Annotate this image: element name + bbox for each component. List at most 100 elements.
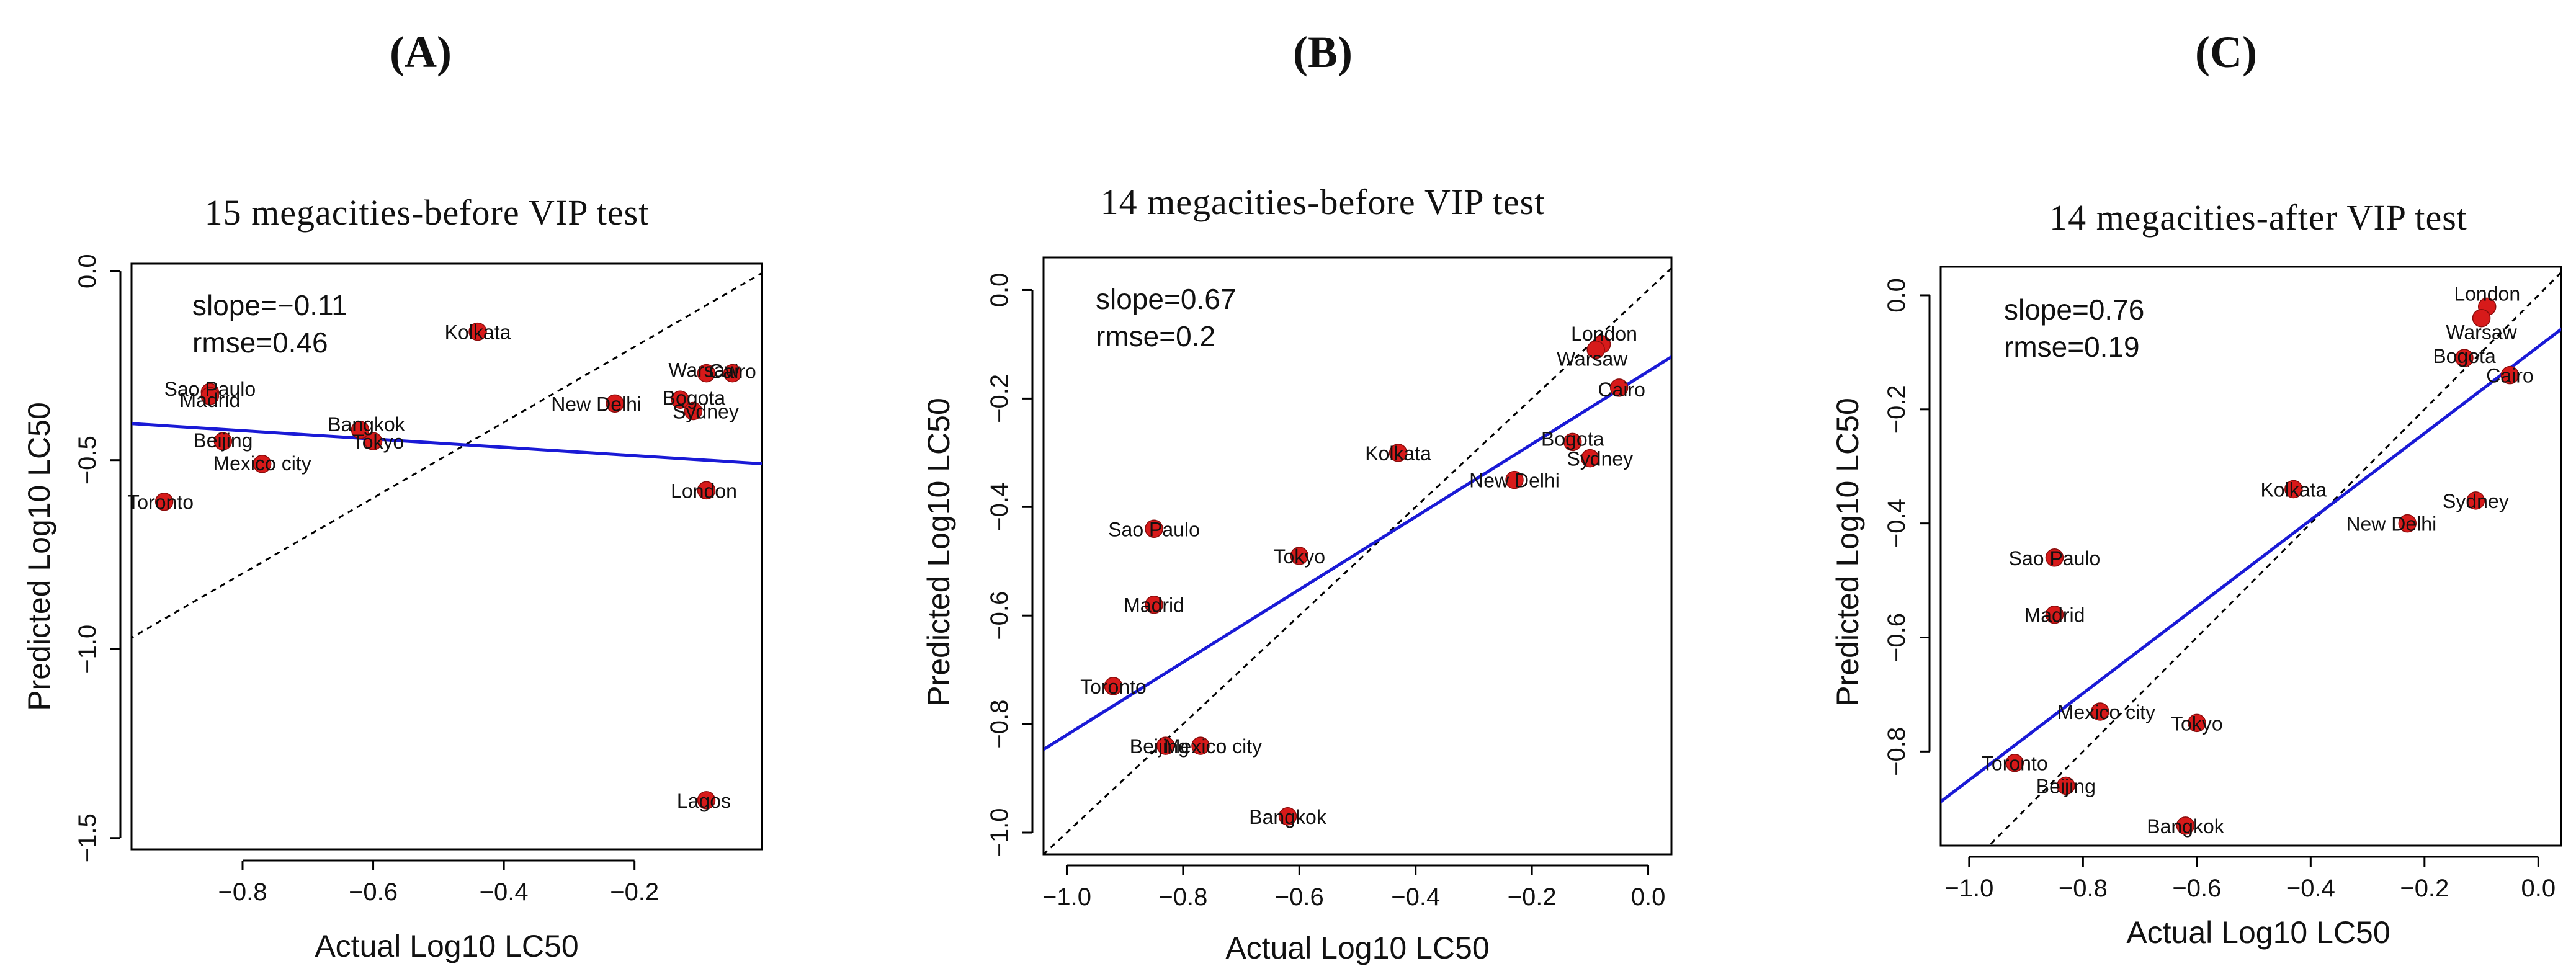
- panel-b-point-label: Mexico city: [1164, 735, 1262, 758]
- panel-b-plot-frame: [1042, 256, 1673, 856]
- panel-c-x-tick-label: −0.8: [2059, 875, 2108, 902]
- panel-a-point-label: Bogota: [663, 387, 726, 409]
- panel-a-point: [697, 481, 716, 500]
- panel-b-point: [1145, 595, 1163, 614]
- panel-b-point-label: Sydney: [1567, 448, 1633, 470]
- panel-c-x-tick-label: 0.0: [2521, 875, 2556, 902]
- panel-a-x-tick-label: −0.6: [349, 878, 398, 906]
- panel-a-point-label: Mexico city: [213, 452, 311, 475]
- panel-c-fit-line: [1941, 327, 2561, 804]
- panel-b-y-axis-title: Predicted Log10 LC50: [921, 398, 956, 707]
- panel-c-point-label: Tokyo: [2171, 712, 2223, 735]
- panel-c-point: [2091, 702, 2109, 721]
- panel-c-x-tick-label: −0.2: [2400, 875, 2449, 902]
- panel-a-point-label: New Delhi: [551, 393, 642, 415]
- panel-c-y-tick-label: −0.2: [1883, 385, 1910, 434]
- panel-a-point: [351, 421, 370, 439]
- panel-a-point: [213, 432, 233, 450]
- panel-a-point-label: Madrid: [179, 389, 240, 411]
- panel-b-point-label: Sao Paulo: [1108, 518, 1200, 540]
- panel-b-y-tick-label: 0.0: [986, 273, 1013, 308]
- panel-a-point-label: Kolkata: [445, 321, 511, 344]
- panel-c-point-label: Cairo: [2486, 365, 2533, 387]
- panel-c-point-label: Mexico city: [2057, 701, 2155, 723]
- panel-a-letter: (A): [390, 27, 452, 77]
- panel-c-point: [2188, 713, 2206, 733]
- panel-b-x-tick-label: −0.6: [1275, 883, 1324, 911]
- panel-c-point-label: Beijing: [2036, 775, 2096, 797]
- panel-c-point: [2005, 753, 2024, 772]
- panel-a-point-label: Sydney: [673, 401, 739, 423]
- panel-c-title: 14 megacities-after VIP test: [2049, 197, 2467, 238]
- panel-b-point: [1278, 807, 1297, 826]
- panel-a-point-label: Beijing: [193, 429, 253, 452]
- panel-a-y-axis-title: Predicted Log10 LC50: [22, 402, 56, 711]
- panel-c-y-tick-label: −0.8: [1883, 727, 1910, 776]
- panel-c-point-label: New Delhi: [2346, 513, 2436, 535]
- panel-b-y-axis: 0.0 −0.2 −0.4 −0.6 −0.8 −1.0: [986, 273, 1034, 857]
- panel-b-point: [1290, 547, 1309, 565]
- panel-a-point-label: Bangkok: [328, 413, 406, 436]
- panel-b-x-tick-label: −0.2: [1508, 883, 1557, 911]
- panel-c-point: [2045, 548, 2064, 567]
- panel-a-point: [671, 390, 690, 409]
- panel-b-y-tick-label: −0.6: [986, 591, 1013, 640]
- panel-c-point: [2500, 365, 2520, 385]
- panel-a-x-tick-label: −0.2: [610, 878, 659, 906]
- panel-a-y-tick-label: −1.5: [74, 813, 101, 862]
- panel-a-point: [468, 322, 487, 341]
- panel-a-identity-line: [132, 272, 762, 639]
- panel-b-title: 14 megacities-before VIP test: [1101, 182, 1545, 222]
- panel-b-x-axis-title: Actual Log10 LC50: [1225, 931, 1489, 965]
- panel-c-point-label: Sao Paulo: [2009, 547, 2101, 570]
- panel-c-x-tick-label: −0.4: [2286, 875, 2335, 902]
- panel-b-point: [1563, 432, 1582, 452]
- panel-a-point: [364, 432, 383, 450]
- panel-a-plot-frame: [130, 262, 763, 851]
- panel-c-letter: (C): [2195, 27, 2257, 77]
- panel-b-point: [1581, 449, 1599, 468]
- panel-b-y-tick-label: −1.0: [986, 808, 1013, 857]
- panel-a-x-tick-label: −0.4: [480, 878, 529, 906]
- panel-c-point-label: Kolkata: [2260, 478, 2327, 501]
- panel-b-x-tick-label: −1.0: [1042, 883, 1091, 911]
- panel-c-point: [2398, 514, 2417, 533]
- panel-c-slope-text: slope=0.76: [2004, 293, 2144, 326]
- panel-c-point-label: Toronto: [1982, 753, 2048, 775]
- panel-b-point-label: Bangkok: [1249, 806, 1327, 828]
- panel-b: (B) 14 megacities-before VIP test Actual…: [921, 27, 1673, 965]
- panel-a-title: 15 megacities-before VIP test: [205, 192, 650, 233]
- panel-a-fit-line: [132, 422, 762, 465]
- panel-a-point-label: Toronto: [127, 491, 194, 514]
- panel-b-y-tick-label: −0.8: [986, 700, 1013, 749]
- panel-c-y-axis-title: Predicted Log10 LC50: [1830, 398, 1865, 707]
- panel-c-point-label: Bogota: [2433, 345, 2496, 367]
- panel-c-x-tick-label: −1.0: [1944, 875, 1993, 902]
- panel-a-y-tick-label: −0.5: [74, 436, 101, 485]
- panel-b-point-label: Tokyo: [1273, 545, 1325, 568]
- panel-b-lines: [1044, 267, 1671, 854]
- panel-b-point: [1145, 519, 1163, 539]
- panel-a-slope-text: slope=−0.11: [192, 289, 347, 321]
- panel-b-point-label: Toronto: [1080, 676, 1147, 698]
- panel-a-y-axis: 0.0 −0.5 −1.0 −1.5: [74, 254, 122, 862]
- panel-b-point: [1104, 677, 1123, 695]
- panel-b-point-label: Warsaw: [1557, 348, 1628, 370]
- panel-a-lines: [132, 272, 762, 639]
- panel-b-point: [1609, 378, 1629, 397]
- panel-a-point: [697, 364, 716, 383]
- panel-c-y-tick-label: −0.4: [1883, 499, 1910, 548]
- panel-a-point: [200, 387, 220, 405]
- panel-c-point-label: London: [2454, 282, 2520, 305]
- panel-c-point-label: Madrid: [2024, 604, 2085, 627]
- panel-b-point-label: London: [1571, 323, 1637, 345]
- panel-c-x-axis-title: Actual Log10 LC50: [2126, 915, 2390, 950]
- panel-c-y-tick-label: −0.6: [1883, 613, 1910, 662]
- panel-a-point-label: Tokyo: [352, 431, 405, 453]
- panel-c-point: [2284, 480, 2303, 499]
- panel-b-point: [1191, 736, 1210, 755]
- panel-b-fit-line: [1044, 355, 1671, 751]
